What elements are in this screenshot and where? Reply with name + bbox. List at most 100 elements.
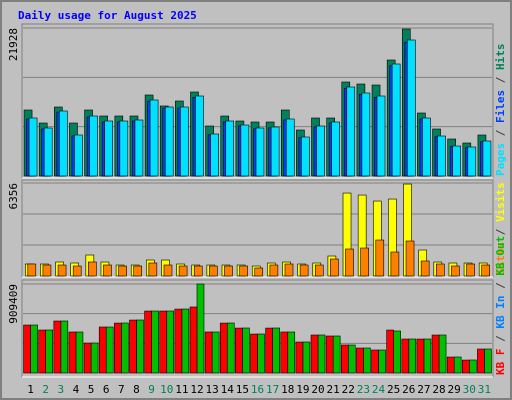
bar [59,110,68,177]
bar [209,265,218,277]
legend-separator: / [494,76,507,83]
x-tick-label: 13 [205,383,218,396]
bar [346,86,356,177]
panel [21,179,494,278]
bar [129,319,137,374]
bar [325,335,334,374]
legend-entry: KB In [494,296,507,329]
bar [181,308,190,374]
bar [272,327,280,374]
legend-entry: KB Out [494,236,507,276]
bar [144,310,152,374]
bar [408,338,417,374]
bar [361,92,371,177]
bar [74,134,83,177]
x-tick-label: 7 [118,383,125,396]
bar [164,106,174,177]
bar [166,310,175,374]
bar [481,264,490,277]
bar [119,120,129,177]
bar [83,342,92,374]
bar [254,267,264,277]
bar [89,115,98,177]
bar [295,341,304,374]
bar [375,239,385,277]
bar [53,320,62,374]
bar [466,263,475,277]
bar [453,356,462,374]
y-tick-label: 21928 [7,28,20,61]
x-tick-label: 6 [103,383,110,396]
bar [482,140,492,177]
bar [250,333,258,374]
x-tick-label: 23 [357,383,370,396]
bar [45,329,53,374]
x-tick-label: 11 [175,383,188,396]
legend: KB F / KB In / KB Out [494,236,507,375]
bar [345,248,354,277]
x-tick-label: 14 [221,383,235,396]
bar [285,118,295,177]
bar [134,119,144,177]
bar [477,348,485,374]
bar [469,359,477,374]
bar [178,265,188,277]
bar [242,327,250,374]
bar [88,261,97,277]
bar [224,265,233,277]
x-tick-label: 27 [417,383,430,396]
bar [148,262,158,277]
bar [360,247,369,277]
bar [386,329,394,374]
legend-entry: Hits [494,44,507,71]
x-tick-label: 17 [266,383,279,396]
bar [299,264,309,277]
bar [316,125,325,177]
bar [287,331,296,374]
bar [422,117,431,177]
bar [163,264,173,277]
bar [340,344,349,374]
bar [393,330,401,374]
bar [284,263,294,277]
legend-separator: / [494,335,507,342]
bar [60,320,69,374]
bar [452,145,461,177]
bar [317,334,326,374]
legend-entry: KB F [494,349,507,376]
bar [196,283,205,374]
x-tick-label: 18 [281,383,294,396]
bar [23,324,31,374]
bar [390,251,400,277]
bar [136,319,144,374]
bar [43,127,53,177]
bar [314,264,324,277]
bar [30,324,38,374]
x-tick-label: 22 [342,383,355,396]
bar [225,120,235,177]
bar [467,146,477,177]
legend: Sites / Visits [494,182,507,275]
bar [114,322,122,374]
bar [42,264,52,277]
bar [356,347,364,374]
bar [38,329,46,374]
y-tick-label: 6356 [7,183,20,210]
legend-entry: Sites [494,242,507,275]
bar [391,63,401,177]
bar [416,338,425,374]
bar [301,136,310,177]
bar [331,121,340,177]
x-tick-label: 3 [58,383,65,396]
bar [121,322,129,374]
bar [226,322,235,374]
x-tick-label: 20 [311,383,324,396]
bar [204,331,213,374]
x-tick-label: 1 [27,383,34,396]
bar [363,347,371,374]
x-tick-label: 30 [463,383,476,396]
bar [451,265,460,277]
bar [347,344,356,374]
bar [104,120,114,177]
